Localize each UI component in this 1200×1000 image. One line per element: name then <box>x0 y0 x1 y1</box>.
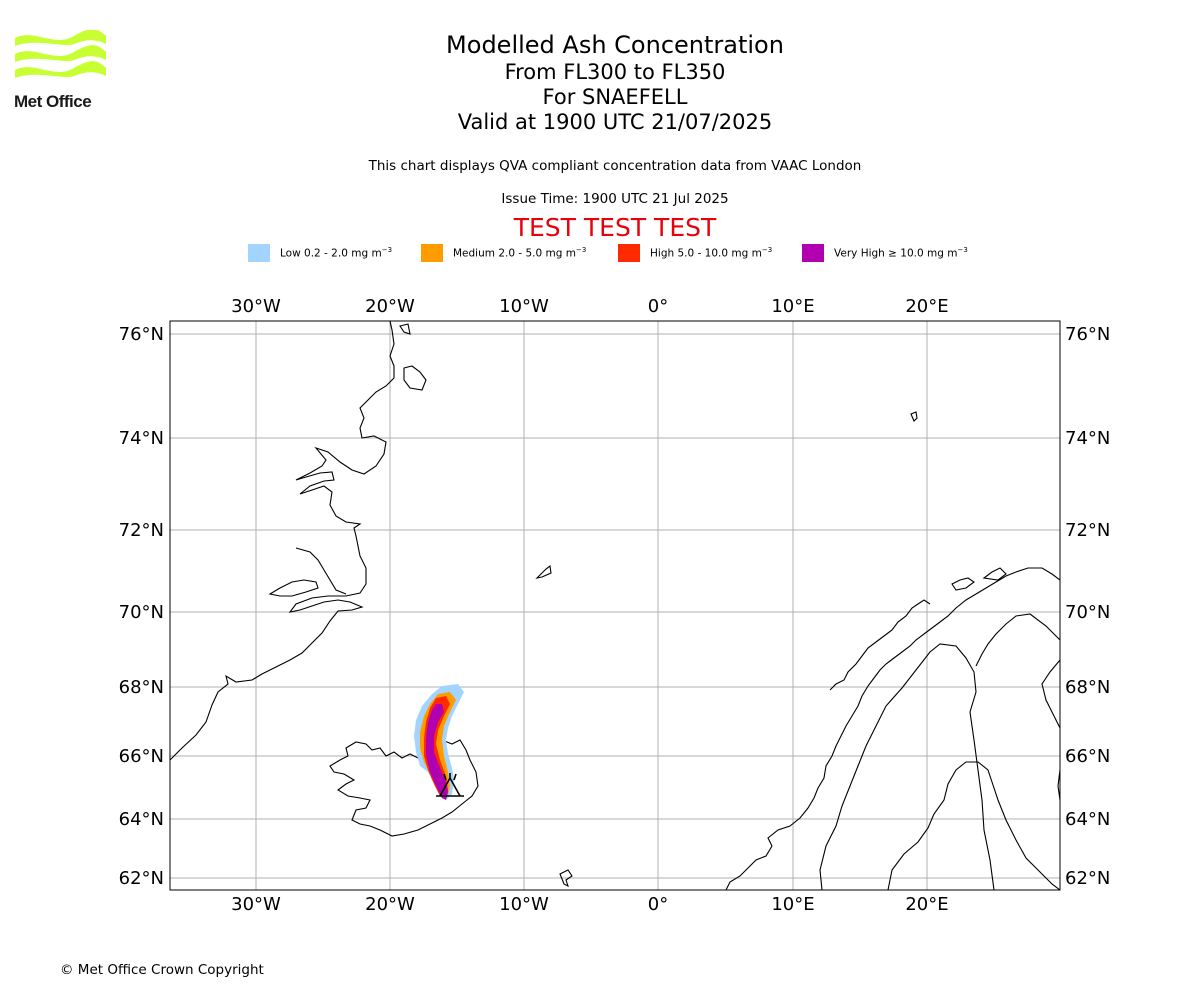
copyright-notice: © Met Office Crown Copyright <box>60 962 264 978</box>
lat-tick-right-64n: 64°N <box>1065 809 1110 830</box>
bear-island-outline <box>910 411 918 422</box>
lon-tick-bottom-10w: 10°W <box>499 894 549 915</box>
lon-tick-bottom-0: 0° <box>648 894 668 915</box>
met-office-wave-icon <box>15 29 106 78</box>
chart-title-block: Modelled Ash Concentration From FL300 to… <box>300 30 930 135</box>
legend-swatch-medium <box>421 244 443 262</box>
issue-time: Issue Time: 1900 UTC 21 Jul 2025 <box>501 191 729 207</box>
legend-swatch-very-high <box>802 244 824 262</box>
lat-tick-left-76n: 76°N <box>119 324 164 345</box>
lat-tick-right-70n: 70°N <box>1065 602 1110 623</box>
greenland-inlet <box>295 547 347 595</box>
lat-tick-left-70n: 70°N <box>119 602 164 623</box>
lon-tick-bottom-30w: 30°W <box>231 894 281 915</box>
lon-tick-top-20e: 20°E <box>905 296 948 317</box>
lon-tick-bottom-20w: 20°W <box>365 894 415 915</box>
volcano-symbol-icon <box>436 773 464 797</box>
lat-tick-left-68n: 68°N <box>119 677 164 698</box>
lat-tick-left-74n: 74°N <box>119 428 164 449</box>
finland-southeast-coast <box>1057 769 1060 801</box>
lat-tick-right-66n: 66°N <box>1065 746 1110 767</box>
legend-label-very-high: Very High ≥ 10.0 <box>834 247 924 260</box>
legend-swatch-high <box>618 244 640 262</box>
lon-tick-top-10w: 10°W <box>499 296 549 317</box>
lon-tick-top-20w: 20°W <box>365 296 415 317</box>
greenland-island <box>268 579 319 597</box>
legend-label-high: High 5.0 - 10.0 <box>650 247 729 260</box>
lat-tick-right-68n: 68°N <box>1065 677 1110 698</box>
sweden-finland-border <box>975 613 1060 667</box>
lon-tick-bottom-20e: 20°E <box>905 894 948 915</box>
lat-tick-right-76n: 76°N <box>1065 324 1110 345</box>
legend-label-medium: Medium 2.0 - 5.0 <box>453 247 543 260</box>
chart-title: Modelled Ash Concentration <box>446 31 784 59</box>
map-frame <box>169 320 1061 891</box>
lat-tick-right-62n: 62°N <box>1065 868 1110 889</box>
greenland-north-islet <box>399 323 411 335</box>
gulf-of-bothnia-coast <box>887 761 1060 890</box>
ash-plume-very-high <box>426 704 448 800</box>
faroe-islands-outline <box>559 869 573 888</box>
met-office-logo: Met Office <box>14 29 109 112</box>
valid-time: Valid at 1900 UTC 21/07/2025 <box>457 110 773 134</box>
qva-note: This chart displays QVA compliant concen… <box>368 158 862 174</box>
lon-tick-top-0: 0° <box>648 296 668 317</box>
coast-islands-north <box>951 567 1007 591</box>
scandinavia-coastline <box>725 567 1060 890</box>
norway-sweden-border <box>819 643 995 890</box>
greenland-coastline <box>170 321 395 761</box>
lon-tick-bottom-10e: 10°E <box>771 894 814 915</box>
logo-text: Met Office <box>14 92 92 111</box>
jan-mayen-outline <box>535 565 552 579</box>
lat-tick-right-74n: 74°N <box>1065 428 1110 449</box>
lat-tick-left-62n: 62°N <box>119 868 164 889</box>
legend-label-low: Low 0.2 - 2.0 <box>280 247 348 260</box>
lat-tick-left-66n: 66°N <box>119 746 164 767</box>
lon-tick-top-10e: 10°E <box>771 296 814 317</box>
test-banner: TEST TEST TEST <box>513 213 717 242</box>
greenland-north-island <box>403 365 427 391</box>
volcano-name: For SNAEFELL <box>542 85 688 109</box>
level-range: From FL300 to FL350 <box>504 60 726 84</box>
lat-tick-left-72n: 72°N <box>119 520 164 541</box>
scandinavia-archipelago <box>829 599 931 691</box>
ash-plume <box>414 684 464 800</box>
iceland-coastline <box>329 739 479 837</box>
map-gridlines <box>170 321 1060 890</box>
finland-coast <box>1041 659 1060 729</box>
lon-tick-top-30w: 30°W <box>231 296 281 317</box>
lat-tick-right-72n: 72°N <box>1065 520 1110 541</box>
legend-swatch-low <box>248 244 270 262</box>
lat-tick-left-64n: 64°N <box>119 809 164 830</box>
